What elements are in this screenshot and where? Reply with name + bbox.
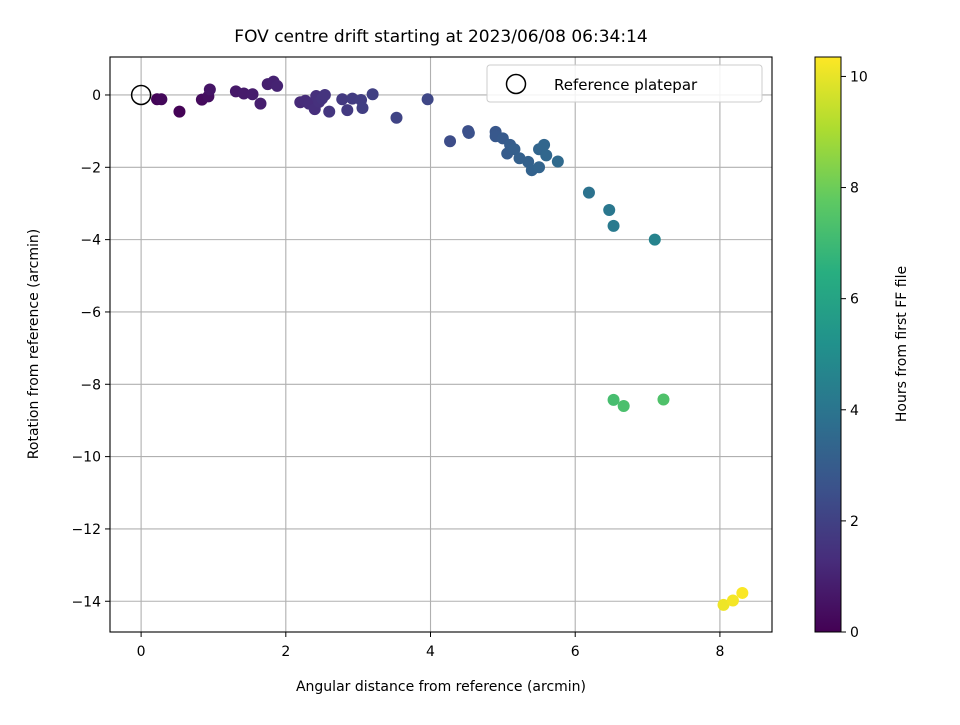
data-point [462, 126, 475, 139]
data-point [508, 143, 521, 156]
plot-frame [109, 56, 773, 633]
data-point [336, 93, 349, 106]
data-point [736, 586, 749, 599]
data-point [657, 393, 670, 406]
colorbar-tick-label: 0 [850, 625, 859, 641]
data-point [582, 186, 595, 199]
data-point [726, 594, 739, 607]
data-points [151, 75, 749, 611]
y-tick-label: −10 [71, 450, 101, 466]
legend-marker [505, 73, 527, 95]
legend-label: Reference platepar [554, 76, 698, 94]
colorbar-tick-label: 2 [850, 514, 859, 530]
reference-platepar-marker [130, 84, 152, 106]
x-tick-label: 6 [571, 644, 580, 660]
x-tick-label: 0 [137, 644, 146, 660]
data-point [173, 105, 186, 118]
data-point [421, 93, 434, 106]
x-tick-label: 2 [281, 644, 290, 660]
data-point [237, 87, 250, 100]
y-tick-label: −14 [71, 594, 101, 610]
data-point [717, 598, 730, 611]
data-point [254, 97, 267, 110]
data-point [271, 79, 284, 92]
y-tick-label: −8 [80, 377, 101, 393]
colorbar-tick-label: 4 [850, 403, 859, 419]
y-tick-label: −6 [80, 305, 101, 321]
legend: Reference platepar [486, 64, 763, 103]
data-point [538, 138, 551, 151]
x-tick-label: 8 [715, 644, 724, 660]
data-point [648, 233, 661, 246]
x-axis-ticks: 0 2 4 6 8 [137, 632, 724, 660]
grid-lines [110, 57, 772, 632]
colorbar-tick-label: 10 [850, 69, 868, 85]
data-point [323, 105, 336, 118]
data-point [341, 104, 354, 117]
colorbar-tick-label: 6 [850, 292, 859, 308]
y-tick-label: 0 [92, 88, 101, 104]
colorbar-label: Hours from first FF file [894, 266, 910, 422]
y-axis-label: Rotation from reference (arcmin) [26, 229, 42, 459]
chart-title: FOV centre drift starting at 2023/06/08 … [234, 27, 647, 47]
legend-box [486, 64, 763, 103]
data-point [155, 93, 168, 106]
x-axis-label: Angular distance from reference (arcmin) [296, 679, 586, 695]
data-point [390, 111, 403, 124]
data-point [607, 393, 620, 406]
x-tick-label: 4 [426, 644, 435, 660]
y-tick-label: −4 [80, 233, 101, 249]
data-point [444, 135, 457, 148]
colorbar-tick-label: 8 [850, 181, 859, 197]
data-point [366, 88, 379, 101]
data-point [356, 101, 369, 114]
y-tick-label: −2 [80, 160, 101, 176]
data-point [603, 203, 616, 216]
data-point [246, 88, 259, 101]
data-point [607, 219, 620, 232]
data-point [551, 155, 564, 168]
colorbar-ticks: 0 2 4 6 8 10 [841, 69, 868, 641]
data-point [203, 83, 216, 96]
data-point [533, 161, 546, 174]
data-point [540, 149, 553, 162]
data-point [617, 399, 630, 412]
colorbar [814, 56, 842, 633]
data-point [318, 88, 331, 101]
y-tick-label: −12 [71, 522, 101, 538]
y-axis-ticks: 0 −2 −4 −6 −8 −10 −12 −14 [71, 88, 110, 610]
